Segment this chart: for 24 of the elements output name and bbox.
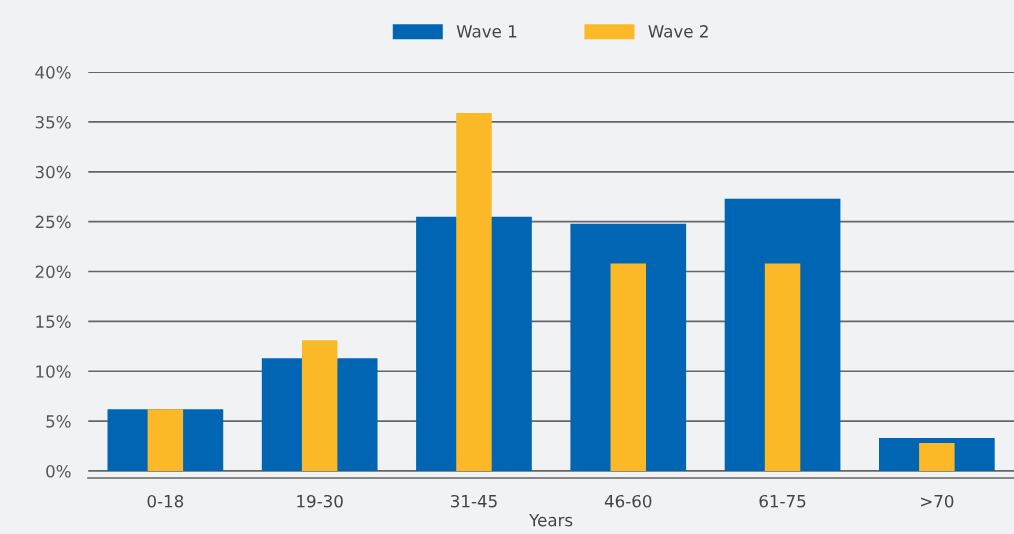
y-tick-label: 5% bbox=[46, 415, 71, 428]
x-tick-label: 31-45 bbox=[451, 494, 497, 508]
x-tick-label: 19-30 bbox=[297, 494, 343, 508]
x-tick-label: 0-18 bbox=[147, 494, 184, 508]
legend-label: Wave 1 bbox=[456, 25, 517, 38]
y-tick-label: 0% bbox=[46, 464, 71, 478]
y-tick-label: 25% bbox=[35, 215, 71, 229]
legend-label: Wave 2 bbox=[648, 25, 708, 38]
y-tick-label: 35% bbox=[35, 115, 71, 129]
y-tick-label: 40% bbox=[35, 66, 71, 79]
bar bbox=[301, 340, 338, 471]
bar bbox=[764, 263, 801, 471]
x-tick-label: >70 bbox=[921, 494, 954, 508]
bar bbox=[610, 263, 646, 471]
x-tick-label: 61-75 bbox=[759, 494, 806, 508]
bar bbox=[456, 112, 492, 471]
bar bbox=[919, 443, 955, 471]
y-tick-label: 20% bbox=[35, 265, 71, 279]
y-tick-label: 30% bbox=[35, 165, 71, 179]
x-tick-label: 46-60 bbox=[604, 494, 652, 508]
x-axis-title: Years bbox=[529, 514, 573, 527]
y-tick-label: 15% bbox=[36, 315, 71, 328]
y-tick-label: 10% bbox=[36, 365, 71, 378]
bar bbox=[147, 409, 184, 471]
